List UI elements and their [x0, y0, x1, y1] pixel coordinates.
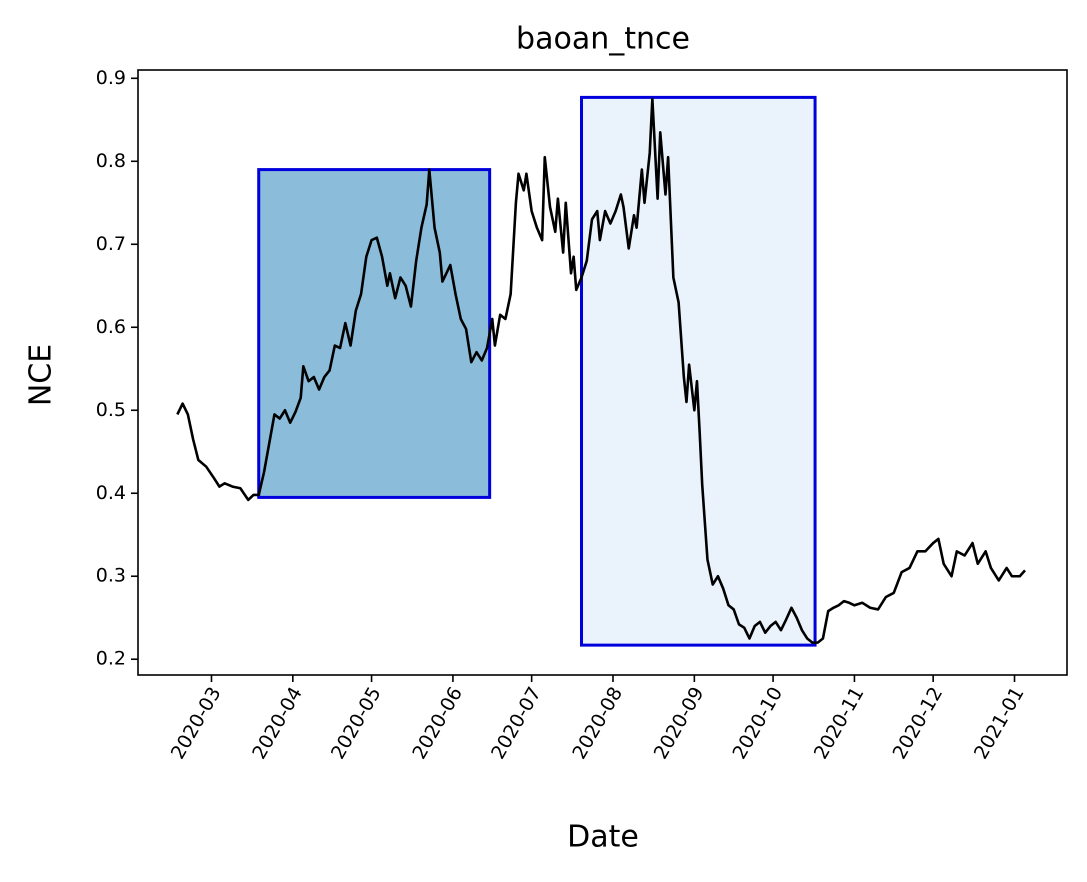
x-tick-label: 2020-07: [487, 683, 546, 763]
y-axis-label: NCE: [24, 344, 59, 406]
data-line: [176, 97, 1026, 644]
highlight-box: [580, 95, 817, 647]
x-tick-label: 2020-11: [810, 683, 869, 763]
x-tick-label: 2020-09: [650, 683, 709, 763]
chart-title: baoan_tnce: [516, 22, 690, 57]
x-tick-label: 2020-12: [889, 683, 948, 763]
highlight-box: [257, 168, 492, 499]
y-tick-label: 0.9: [96, 67, 126, 89]
x-tick-label: 2020-06: [408, 683, 467, 763]
y-tick-label: 0.2: [96, 648, 126, 670]
x-tick-label: 2020-05: [327, 683, 386, 763]
x-tick-label: 2020-04: [248, 683, 307, 763]
x-tick-label: 2021-01: [970, 683, 1029, 763]
y-tick-label: 0.3: [96, 565, 126, 587]
y-tick-label: 0.8: [96, 150, 126, 172]
plot-frame: [137, 69, 1068, 676]
x-tick-label: 2020-08: [568, 683, 627, 763]
y-tick-label: 0.6: [96, 316, 126, 338]
x-tick-label: 2020-03: [167, 683, 226, 763]
y-tick-label: 0.5: [96, 399, 126, 421]
x-axis-label: Date: [567, 820, 639, 855]
y-tick-label: 0.4: [96, 482, 126, 504]
y-tick-label: 0.7: [96, 233, 126, 255]
x-tick-label: 2020-10: [728, 683, 787, 763]
